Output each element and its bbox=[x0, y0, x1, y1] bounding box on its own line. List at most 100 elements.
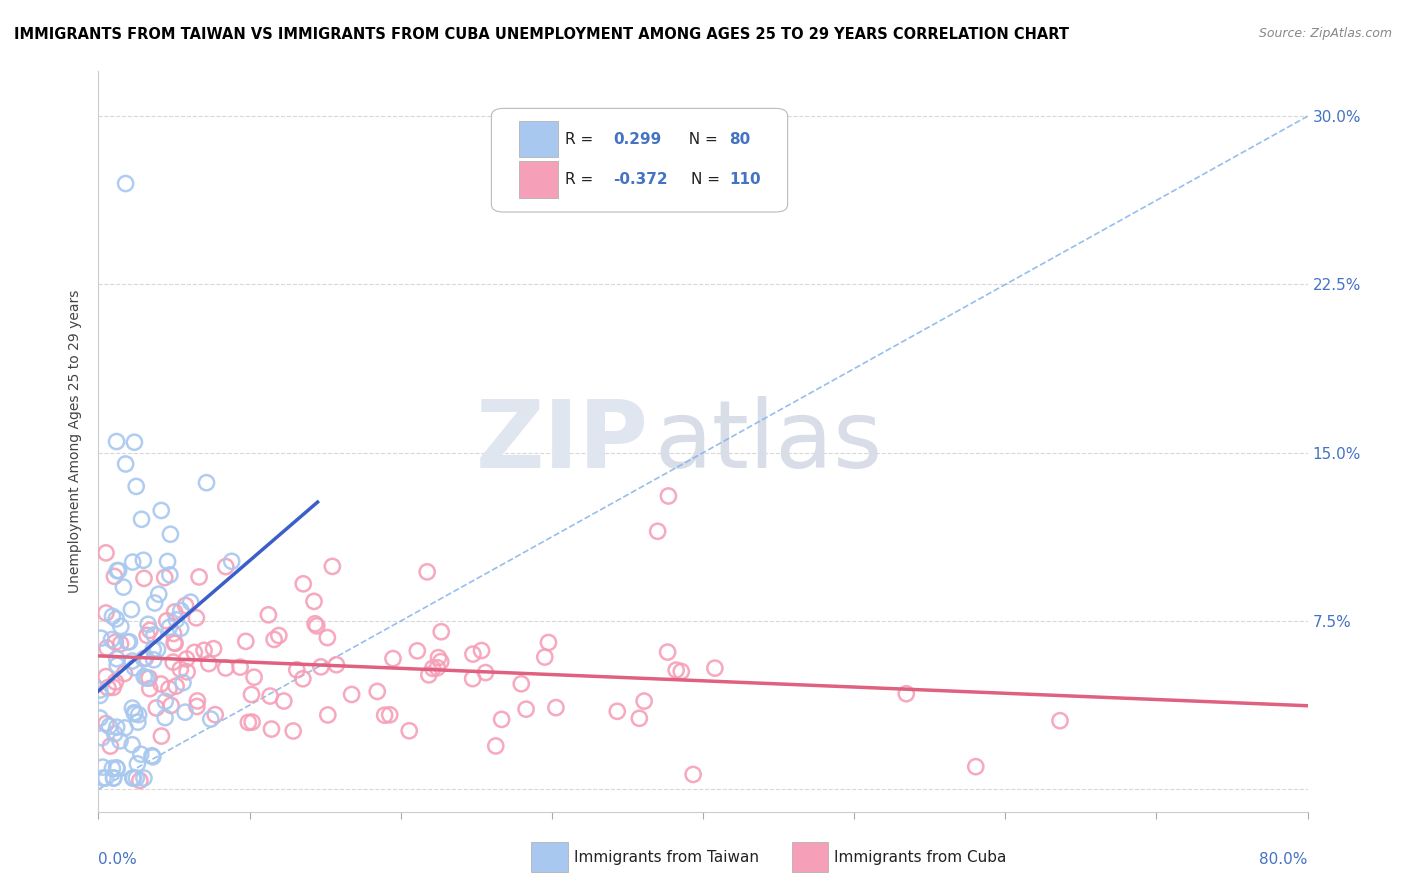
Point bbox=[606, 704, 628, 718]
Text: Immigrants from Cuba: Immigrants from Cuba bbox=[834, 850, 1007, 864]
Point bbox=[118, 634, 141, 648]
Point bbox=[134, 670, 156, 684]
Point bbox=[132, 571, 155, 585]
Text: 80.0%: 80.0% bbox=[1260, 852, 1308, 867]
Point bbox=[461, 672, 484, 686]
Point bbox=[112, 580, 135, 594]
Point bbox=[398, 723, 420, 738]
Point bbox=[378, 707, 401, 722]
Point bbox=[170, 603, 193, 617]
Point bbox=[321, 559, 343, 574]
Point bbox=[896, 687, 918, 701]
Point bbox=[374, 708, 396, 723]
Text: Source: ZipAtlas.com: Source: ZipAtlas.com bbox=[1258, 27, 1392, 40]
Point bbox=[257, 607, 280, 622]
Point bbox=[647, 524, 669, 539]
Point bbox=[120, 602, 142, 616]
Point bbox=[169, 662, 191, 676]
Point bbox=[121, 555, 143, 569]
Point bbox=[136, 628, 159, 642]
Point bbox=[174, 705, 197, 719]
Point bbox=[124, 706, 146, 721]
Point bbox=[89, 711, 111, 725]
Text: N =: N = bbox=[679, 131, 723, 146]
Point bbox=[665, 663, 688, 677]
Point bbox=[422, 661, 444, 675]
Point bbox=[243, 670, 266, 684]
Point bbox=[316, 708, 339, 723]
Text: Immigrants from Taiwan: Immigrants from Taiwan bbox=[574, 850, 759, 864]
Point bbox=[162, 626, 184, 640]
Point bbox=[193, 643, 215, 657]
Point bbox=[124, 435, 146, 450]
FancyBboxPatch shape bbox=[492, 109, 787, 212]
Point bbox=[305, 619, 328, 633]
Point bbox=[283, 723, 305, 738]
Point bbox=[112, 666, 135, 681]
Point bbox=[188, 570, 211, 584]
Point bbox=[142, 653, 165, 667]
Point bbox=[202, 641, 225, 656]
Point bbox=[114, 457, 136, 471]
Point bbox=[200, 712, 222, 726]
Point bbox=[309, 660, 332, 674]
Point bbox=[304, 616, 326, 631]
Point bbox=[633, 694, 655, 708]
Point bbox=[150, 503, 173, 517]
Point bbox=[537, 635, 560, 649]
Point bbox=[491, 713, 513, 727]
FancyBboxPatch shape bbox=[519, 161, 558, 198]
Point bbox=[682, 767, 704, 781]
Point bbox=[340, 688, 363, 702]
Point bbox=[163, 605, 186, 619]
Point bbox=[470, 643, 492, 657]
Point bbox=[159, 620, 181, 634]
Point bbox=[366, 684, 388, 698]
Point bbox=[474, 665, 496, 680]
Point bbox=[105, 761, 128, 775]
Point bbox=[430, 655, 453, 669]
Point bbox=[104, 674, 127, 689]
Point bbox=[114, 177, 136, 191]
Point bbox=[121, 654, 143, 668]
Text: 0.299: 0.299 bbox=[613, 131, 662, 146]
Point bbox=[162, 655, 184, 669]
Point bbox=[104, 727, 127, 741]
Point bbox=[533, 650, 555, 665]
Point bbox=[101, 761, 124, 775]
Point bbox=[416, 565, 439, 579]
Point bbox=[124, 661, 146, 675]
Point bbox=[104, 635, 127, 649]
Point bbox=[240, 715, 263, 730]
Point bbox=[142, 642, 165, 657]
Point bbox=[515, 702, 537, 716]
Point bbox=[671, 665, 693, 679]
Point bbox=[91, 731, 114, 745]
Point bbox=[165, 679, 187, 693]
Point bbox=[418, 668, 440, 682]
Point bbox=[103, 681, 125, 695]
Text: 80: 80 bbox=[730, 131, 751, 146]
Point bbox=[101, 609, 124, 624]
Point bbox=[149, 677, 172, 691]
Text: R =: R = bbox=[565, 172, 599, 187]
Point bbox=[155, 694, 177, 708]
Point bbox=[135, 651, 157, 665]
Point bbox=[221, 554, 243, 568]
Point bbox=[121, 701, 143, 715]
Point bbox=[94, 606, 117, 620]
Point bbox=[108, 734, 131, 748]
Point bbox=[142, 750, 165, 764]
Point bbox=[235, 634, 257, 648]
Point bbox=[273, 694, 295, 708]
FancyBboxPatch shape bbox=[519, 120, 558, 157]
Text: ZIP: ZIP bbox=[475, 395, 648, 488]
Point bbox=[628, 711, 651, 725]
Point bbox=[136, 617, 159, 632]
Point bbox=[461, 647, 484, 661]
Point bbox=[260, 722, 283, 736]
Point bbox=[426, 661, 449, 675]
Point bbox=[94, 670, 117, 684]
Point bbox=[240, 688, 263, 702]
Point bbox=[157, 681, 180, 696]
